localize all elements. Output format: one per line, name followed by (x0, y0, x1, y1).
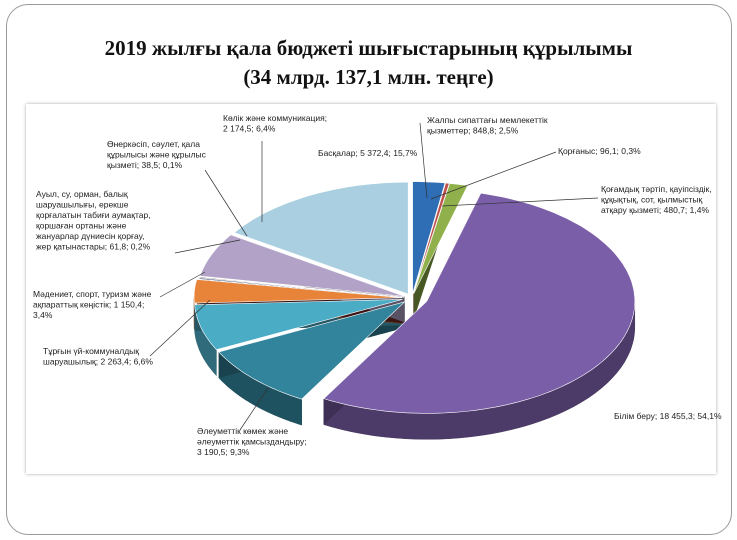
data-label-8: Өнеркәсіп, сәулет, қала құрылысы және құр… (107, 139, 207, 170)
data-label-3: Білім беру; 18 455,3; 54,1% (614, 411, 722, 421)
leader-line-0 (419, 122, 428, 199)
leader-line-7 (174, 239, 241, 254)
pie-slice-0 (412, 181, 446, 294)
leader-line-2 (441, 197, 599, 207)
pie-slice-1 (413, 182, 450, 294)
data-label-2: Қоғамдық тәртіп, қауіпсіздік, құқықтық, с… (601, 184, 712, 215)
data-label-10: Басқалар; 5 372,4; 15,7% (318, 148, 418, 158)
data-label-7: Ауыл, су, орман, балық шаруашылығы, ерекш… (36, 189, 151, 252)
leader-line-8 (204, 169, 248, 237)
leader-line-5 (149, 299, 211, 357)
title-line-2: (34 млрд. 137,1 млн. теңге) (243, 65, 494, 89)
chart-title: 2019 жылғы қала бюджеті шығыстарының құр… (0, 34, 737, 92)
data-label-6: Мәдениет, спорт, туризм және ақпараттық к… (33, 289, 152, 320)
title-line-1: 2019 жылғы қала бюджеті шығыстарының құр… (104, 36, 633, 60)
data-label-9: Көлік және коммуникация; 2 174,5; 6,4% (223, 113, 327, 134)
data-label-4: Әлеуметтік көмек және әлеуметтік қамсызда… (197, 426, 307, 457)
pie-slice-3 (323, 192, 636, 414)
pie-slice-10 (233, 181, 409, 295)
data-label-1: Қорғаныс; 96,1; 0,3% (558, 146, 641, 156)
data-label-0: Жалпы сипаттағы мемлекеттік қызметтер; 84… (427, 115, 548, 136)
leader-line-6 (159, 271, 206, 298)
pie-slice-8 (199, 276, 405, 298)
data-label-5: Тұрғын үй-коммуналдық шаруашылық; 2 263,4… (43, 346, 153, 367)
leader-line-1 (430, 151, 557, 200)
pie-slice-9 (199, 234, 405, 297)
pie-slice-5 (194, 299, 403, 351)
pie-slice-6 (193, 279, 403, 304)
pie-slice-4 (218, 301, 405, 400)
leader-line-4 (239, 387, 269, 431)
